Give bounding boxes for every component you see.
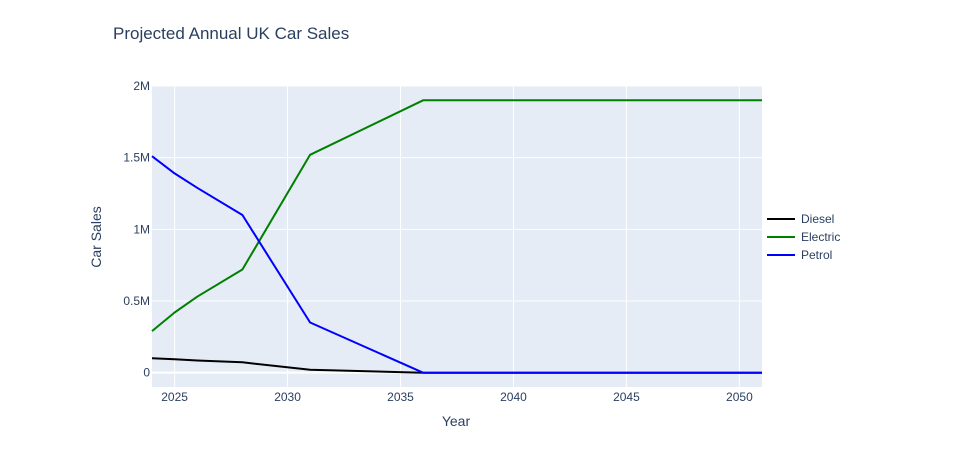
y-tick-label: 0.5M — [123, 294, 150, 308]
x-tick-label: 2040 — [500, 390, 527, 404]
legend: Diesel Electric Petrol — [767, 212, 840, 262]
y-axis-title: Car Sales — [88, 206, 104, 267]
x-tick-label: 2025 — [161, 390, 188, 404]
series-lines — [151, 99, 762, 374]
legend-label: Electric — [801, 230, 840, 244]
x-tick-label: 2045 — [613, 390, 640, 404]
y-tick-label: 1M — [133, 222, 150, 236]
legend-item-petrol[interactable]: Petrol — [767, 248, 832, 262]
legend-label: Diesel — [801, 212, 834, 226]
legend-item-diesel[interactable]: Diesel — [767, 212, 834, 226]
series-line-petrol — [151, 155, 762, 374]
x-axis-title: Year — [442, 413, 471, 429]
x-tick-label: 2050 — [726, 390, 753, 404]
x-tick-label: 2035 — [387, 390, 414, 404]
plot-area — [152, 86, 762, 387]
legend-label: Petrol — [801, 248, 832, 262]
series-line-electric — [151, 99, 762, 332]
x-axis-ticks: 2025 2030 2035 2040 2045 2050 — [161, 390, 753, 404]
legend-item-electric[interactable]: Electric — [767, 230, 840, 244]
y-tick-label: 2M — [133, 79, 150, 93]
chart-title: Projected Annual UK Car Sales — [113, 24, 349, 43]
y-axis-ticks: 0 0.5M 1M 1.5M 2M — [123, 79, 150, 380]
y-tick-label: 1.5M — [123, 151, 150, 165]
x-tick-label: 2030 — [274, 390, 301, 404]
y-tick-label: 0 — [143, 366, 150, 380]
